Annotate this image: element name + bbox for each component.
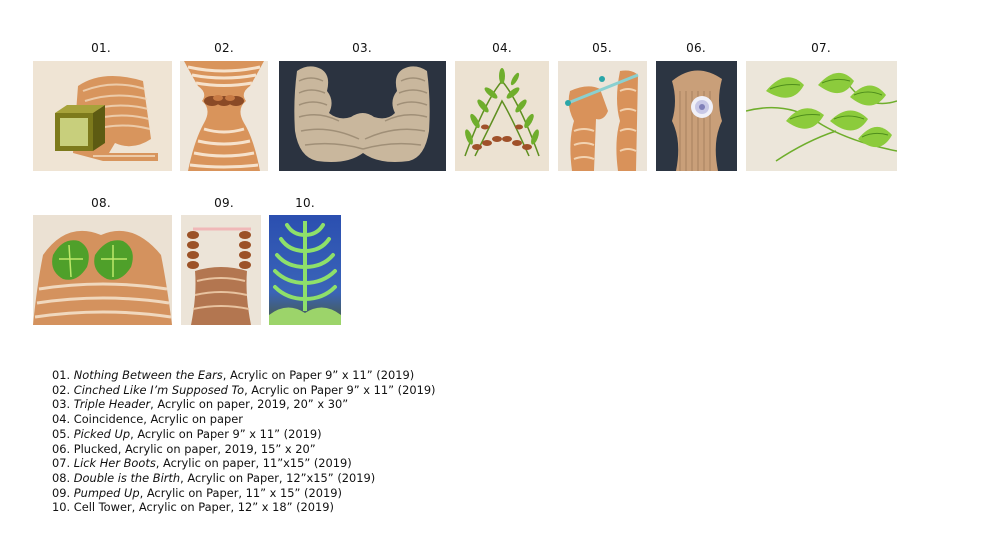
artwork-number: 05. xyxy=(592,41,612,55)
caption-line: 06. Plucked, Acrylic on paper, 2019, 15”… xyxy=(52,442,436,457)
caption-line: 03. Triple Header, Acrylic on paper, 201… xyxy=(52,397,436,412)
caption-title: Cell Tower xyxy=(73,500,132,515)
artwork-thumbnail-10[interactable] xyxy=(269,215,341,325)
artwork-number: 08. xyxy=(91,196,111,210)
caption-details: , Acrylic on paper, 2019, 20” x 30” xyxy=(150,397,349,412)
caption-number: 10. xyxy=(52,500,71,515)
caption-number: 04. xyxy=(52,412,71,427)
caption-number: 03. xyxy=(52,397,71,412)
caption-title: Picked Up xyxy=(73,426,131,441)
artwork-number: 03. xyxy=(352,41,372,55)
caption-line: 05. Picked Up, Acrylic on Paper 9” x 11”… xyxy=(52,427,436,442)
artwork-number: 07. xyxy=(811,41,831,55)
artwork-thumbnail-08[interactable] xyxy=(33,215,172,325)
artwork-number: 04. xyxy=(492,41,512,55)
artwork-number: 10. xyxy=(295,196,315,210)
caption-number: 07. xyxy=(52,456,71,471)
caption-details: , Acrylic on Paper 9” x 11” (2019) xyxy=(222,368,415,382)
caption-details: , Acrylic on paper xyxy=(143,412,243,427)
caption-title: Cinched Like I’m Supposed To xyxy=(73,382,245,397)
artwork-thumbnail-09[interactable] xyxy=(181,215,261,325)
artwork-number: 01. xyxy=(91,41,111,55)
artwork-thumbnail-01[interactable] xyxy=(33,61,172,171)
caption-number: 01. xyxy=(52,368,71,382)
artwork-thumbnail-07[interactable] xyxy=(746,61,897,171)
caption-details: , Acrylic on paper, 11”x15” (2019) xyxy=(155,456,352,471)
caption-line: 01. Nothing Between the Ears, Acrylic on… xyxy=(52,368,436,383)
caption-line: 09. Pumped Up, Acrylic on Paper, 11” x 1… xyxy=(52,486,436,501)
caption-title: Double is the Birth xyxy=(73,470,181,485)
artwork-number: 02. xyxy=(214,41,234,55)
caption-number: 09. xyxy=(52,485,71,500)
caption-line: 02. Cinched Like I’m Supposed To, Acryli… xyxy=(52,383,436,398)
caption-title: Pumped Up xyxy=(73,485,140,500)
artwork-thumbnail-03[interactable] xyxy=(279,61,446,171)
caption-line: 04. Coincidence, Acrylic on paper xyxy=(52,412,436,427)
artwork-thumbnail-04[interactable] xyxy=(455,61,549,171)
caption-line: 07. Lick Her Boots, Acrylic on paper, 11… xyxy=(52,456,436,471)
caption-title: Nothing Between the Ears xyxy=(73,368,223,382)
caption-line: 10. Cell Tower, Acrylic on Paper, 12” x … xyxy=(52,500,436,515)
artwork-number: 06. xyxy=(686,41,706,55)
artwork-thumbnail-06[interactable] xyxy=(656,61,737,171)
caption-number: 06. xyxy=(52,441,71,456)
caption-number: 02. xyxy=(52,382,71,397)
artwork-thumbnail-05[interactable] xyxy=(558,61,647,171)
caption-title: Plucked xyxy=(73,441,118,456)
caption-title: Triple Header xyxy=(73,397,151,412)
caption-details: , Acrylic on Paper, 12” x 18” (2019) xyxy=(131,500,334,515)
artwork-number: 09. xyxy=(214,196,234,210)
caption-details: , Acrylic on Paper 9” x 11” (2019) xyxy=(244,382,436,397)
caption-details: , Acrylic on Paper, 11” x 15” (2019) xyxy=(139,485,342,500)
caption-number: 08. xyxy=(52,470,71,485)
caption-details: , Acrylic on Paper, 12”x15” (2019) xyxy=(180,470,376,485)
caption-title: Lick Her Boots xyxy=(73,456,156,471)
caption-title: Coincidence xyxy=(73,412,144,427)
caption-list: 01. Nothing Between the Ears, Acrylic on… xyxy=(52,368,436,515)
caption-details: , Acrylic on Paper 9” x 11” (2019) xyxy=(130,426,322,441)
artwork-thumbnail-02[interactable] xyxy=(180,61,268,171)
caption-details: , Acrylic on paper, 2019, 15” x 20” xyxy=(117,441,316,456)
caption-number: 05. xyxy=(52,426,71,441)
caption-line: 08. Double is the Birth, Acrylic on Pape… xyxy=(52,471,436,486)
